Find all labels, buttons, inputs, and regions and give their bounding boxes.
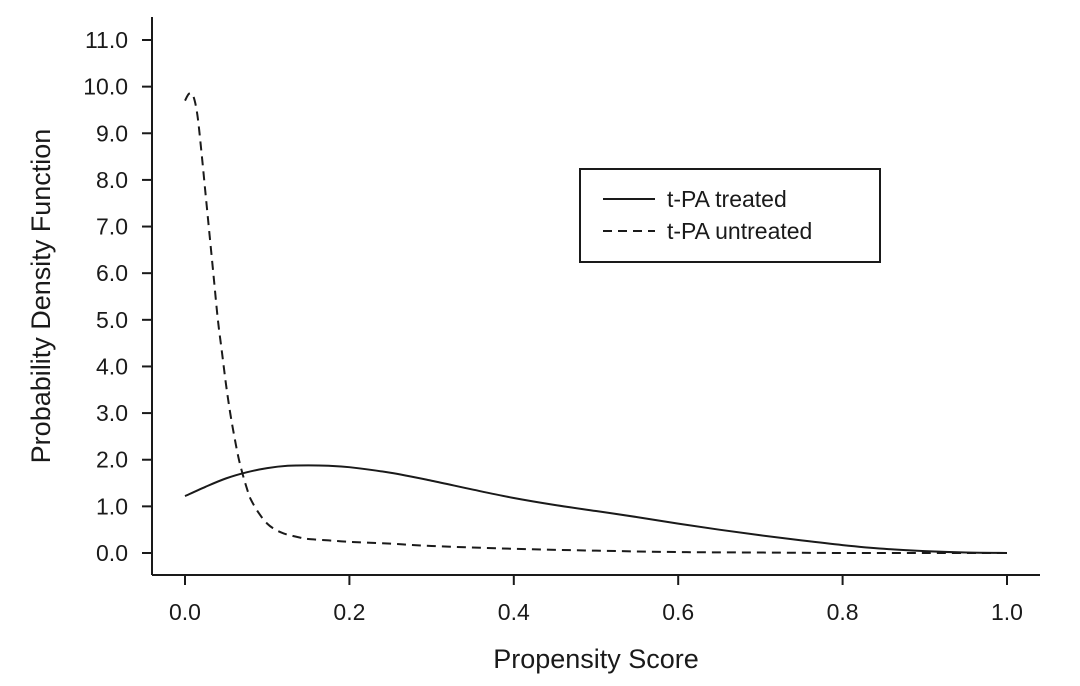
series-line-treated	[184, 464, 1008, 554]
x-tick-label: 0.8	[827, 599, 859, 625]
series-line-untreated	[184, 92, 1007, 555]
y-tick-label: 3.0	[96, 400, 128, 426]
y-tick-label: 11.0	[85, 27, 128, 53]
x-tick-label: 0.4	[498, 599, 530, 625]
x-tick-label: 0.6	[662, 599, 694, 625]
y-tick-label: 2.0	[96, 447, 128, 473]
y-ticks: 0.0 1.0 2.0 3.0 4.0 5.0 6.0 7.0 8.0 9.0 10.0 11.0	[83, 27, 152, 566]
x-ticks: 0.0 0.2 0.4 0.6 0.8 1.0	[169, 575, 1023, 625]
x-axis-title: Propensity Score	[493, 644, 699, 674]
legend: t-PA treated t-PA untreated	[579, 168, 881, 263]
y-axis-title: Probability Density Function	[26, 129, 56, 464]
y-tick-label: 9.0	[96, 120, 128, 146]
legend-label-treated: t-PA treated	[667, 186, 787, 212]
legend-box	[579, 168, 881, 263]
axes	[151, 17, 1040, 576]
y-tick-label: 7.0	[96, 214, 128, 240]
y-tick-label: 8.0	[96, 167, 128, 193]
y-tick-label: 6.0	[96, 260, 128, 286]
y-tick-label: 1.0	[96, 493, 128, 519]
y-tick-label: 10.0	[83, 74, 128, 100]
y-tick-label: 0.0	[96, 540, 128, 566]
x-tick-label: 0.0	[169, 599, 201, 625]
series-layer	[184, 92, 1008, 555]
x-tick-label: 1.0	[991, 599, 1023, 625]
legend-label-untreated: t-PA untreated	[667, 218, 812, 244]
y-tick-label: 5.0	[96, 307, 128, 333]
x-tick-label: 0.2	[333, 599, 365, 625]
y-tick-label: 4.0	[96, 353, 128, 379]
